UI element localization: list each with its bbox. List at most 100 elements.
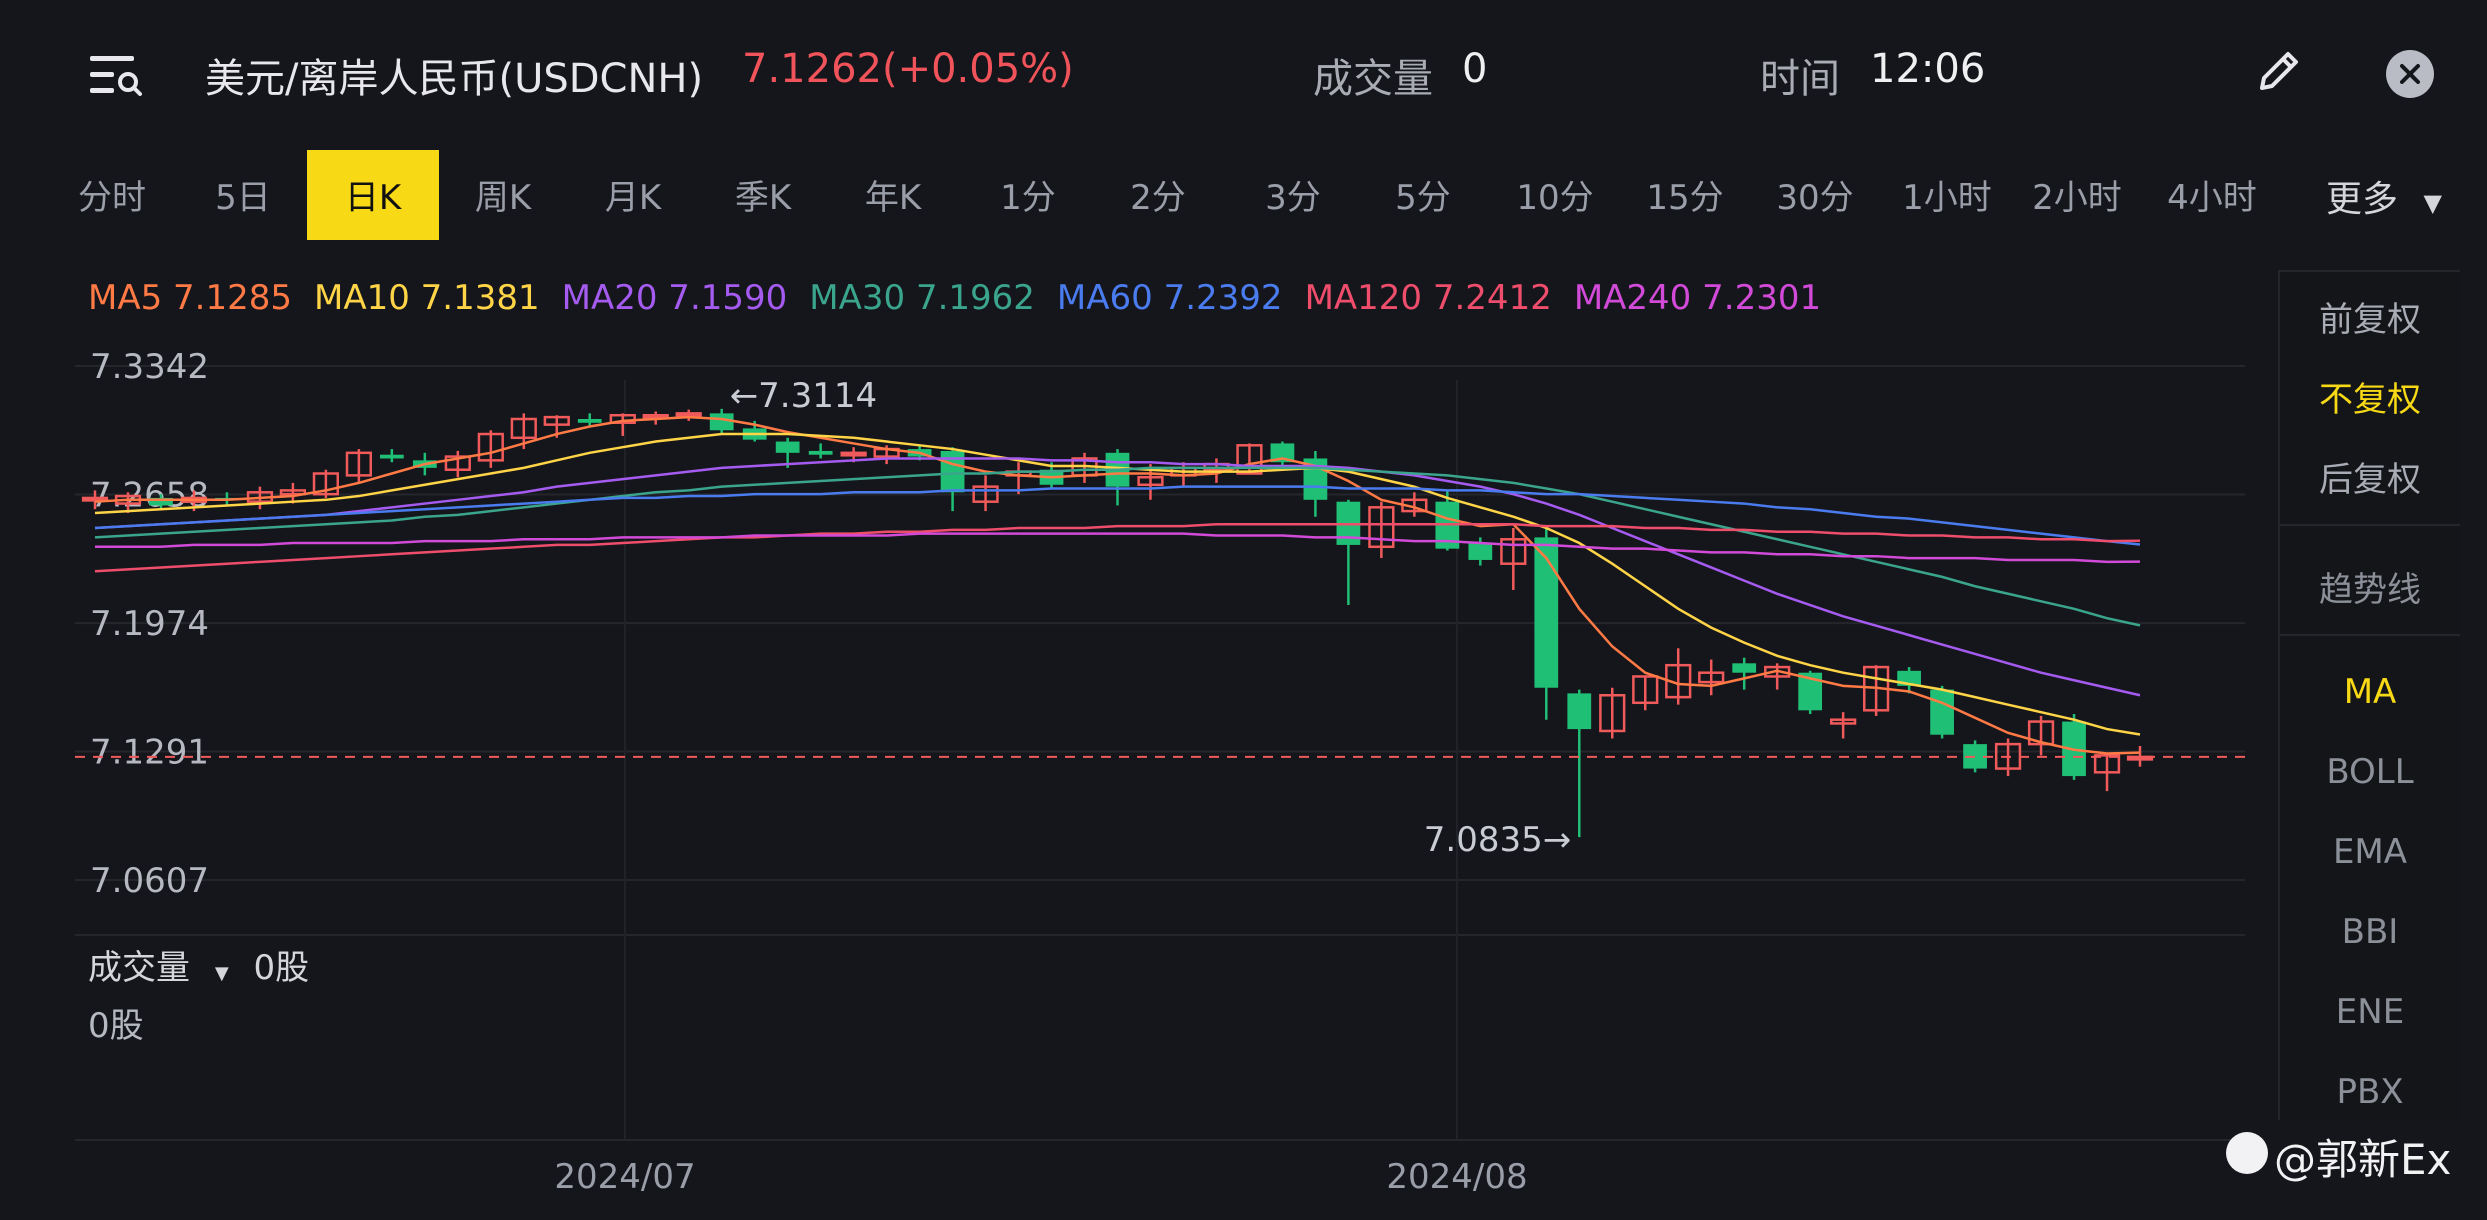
candle-body (1368, 506, 1395, 549)
candle-body (675, 412, 702, 418)
volume-indicator[interactable]: 成交量 ▼ 0股 (88, 940, 309, 989)
candle-body (1764, 665, 1791, 678)
tab-4[interactable]: 月K (604, 178, 662, 218)
candle-body (444, 455, 471, 471)
tab-6[interactable]: 年K (864, 178, 922, 218)
candle-body (279, 489, 307, 496)
candle-body (543, 415, 570, 426)
ma-legend-item: MA30 7.1962 (809, 278, 1035, 318)
ma-line (94, 485, 2141, 546)
more-dropdown[interactable]: 更多 ▼ (2326, 170, 2442, 222)
candle-body (510, 417, 537, 440)
side-item-4[interactable]: MA (2343, 672, 2397, 712)
candle-body (1599, 694, 1626, 733)
tab-14[interactable]: 1小时 (1902, 178, 1992, 218)
candle-body (345, 451, 372, 477)
side-item-0[interactable]: 前复权 (2319, 300, 2421, 340)
candle-body (1567, 693, 1592, 730)
candle-body (840, 451, 867, 457)
candle-body (2027, 720, 2055, 746)
caret-down-icon: ▼ (2423, 189, 2442, 217)
candle-body (1930, 689, 1954, 735)
time-value: 12:06 (1870, 46, 1986, 92)
x-tick-label: 2024/07 (554, 1157, 695, 1197)
tab-9[interactable]: 3分 (1265, 178, 1321, 218)
candle-body (477, 432, 504, 462)
candle-body (379, 454, 404, 459)
side-item-8[interactable]: ENE (2335, 992, 2405, 1032)
candle-body (2093, 754, 2121, 774)
candle-body (1963, 744, 1987, 769)
tab-7[interactable]: 1分 (1000, 178, 1056, 218)
low-marker: 7.0835→ (1424, 820, 1571, 860)
ma-legend-item: MA60 7.2392 (1056, 278, 1283, 318)
candle-body (312, 472, 340, 496)
side-item-6[interactable]: EMA (2332, 832, 2408, 872)
side-item-5[interactable]: BOLL (2326, 752, 2414, 792)
ma-legend: MA5 7.1285 MA10 7.1381 MA20 7.1590 MA30 7.1… (88, 278, 1843, 318)
candle-body (1798, 672, 1823, 711)
menu-search-icon[interactable] (90, 52, 142, 98)
side-item-1[interactable]: 不复权 (2319, 380, 2421, 420)
candle-body (1732, 663, 1757, 673)
tab-10[interactable]: 5分 (1395, 178, 1451, 218)
side-item-9[interactable]: PBX (2336, 1072, 2404, 1112)
side-item-3[interactable]: 趋势线 (2319, 570, 2421, 610)
volume-label: 成交量 (1313, 56, 1433, 102)
volume-indicator-label: 成交量 (88, 948, 190, 988)
tab-0[interactable]: 分时 (78, 178, 146, 218)
candle-body (940, 450, 965, 493)
tab-1[interactable]: 5日 (215, 178, 271, 218)
price-change: 7.1262(+0.05%) (742, 46, 1074, 92)
ma-line (95, 532, 2141, 564)
candle-body (1137, 476, 1164, 487)
ma-line (94, 522, 2141, 573)
tab-5[interactable]: 季K (734, 178, 792, 218)
candle-body (1830, 718, 1857, 725)
facebook-icon (2226, 1132, 2268, 1174)
time-label: 时间 (1760, 56, 1840, 102)
y-tick-label: 7.1291 (90, 732, 209, 772)
ma-legend-item: MA120 7.2412 (1304, 278, 1552, 318)
tab-16[interactable]: 4小时 (2167, 178, 2257, 218)
side-divider (2280, 634, 2460, 636)
side-item-7[interactable]: BBI (2341, 912, 2399, 952)
tab-13[interactable]: 30分 (1776, 178, 1854, 218)
side-item-2[interactable]: 后复权 (2319, 460, 2421, 500)
candle-body (149, 497, 173, 506)
ma-line (94, 432, 2141, 736)
candle-body (1500, 538, 1527, 565)
indicator-side-panel: 前复权不复权后复权趋势线 MA BOLL EMA BBI ENE PBX (2278, 270, 2460, 1120)
candle-body (1632, 675, 1659, 705)
volume-value: 0 (1462, 46, 1488, 92)
candle-body (972, 485, 999, 503)
watermark-text: @郭新Ex (2274, 1135, 2452, 1184)
ma-line (94, 415, 2141, 755)
tab-11[interactable]: 10分 (1516, 178, 1594, 218)
period-tabs: 分时 5日 日K 周K 月K 季K 年K 1分 2分 3分 5分 10分 15分 30分 1小时 2小时 4小时 (0, 150, 2487, 240)
close-icon[interactable] (2386, 50, 2434, 98)
candle-body (577, 418, 602, 423)
y-tick-label: 7.1974 (90, 604, 209, 644)
y-tick-label: 7.3342 (90, 347, 209, 387)
y-tick-label: 7.0607 (90, 861, 209, 901)
ma-line (94, 466, 2141, 627)
ma-legend-item: MA20 7.1590 (561, 278, 788, 318)
volume-axis-value: 0股 (88, 1006, 144, 1046)
tab-2[interactable]: 日K (307, 150, 439, 240)
tab-3[interactable]: 周K (474, 178, 532, 218)
candle-body (1236, 444, 1263, 475)
candle-body (642, 413, 669, 419)
tab-8[interactable]: 2分 (1130, 178, 1186, 218)
instrument-title: 美元/离岸人民币(USDCNH) (205, 56, 704, 102)
pencil-icon[interactable] (2254, 46, 2304, 96)
candle-body (81, 496, 109, 502)
candle-body (1468, 543, 1493, 560)
side-divider (2280, 524, 2460, 526)
ma-legend-item: MA5 7.1285 (88, 278, 292, 318)
x-tick-label: 2024/08 (1386, 1157, 1527, 1197)
tab-15[interactable]: 2小时 (2032, 178, 2122, 218)
high-marker: ←7.3114 (730, 376, 877, 416)
tab-12[interactable]: 15分 (1646, 178, 1724, 218)
